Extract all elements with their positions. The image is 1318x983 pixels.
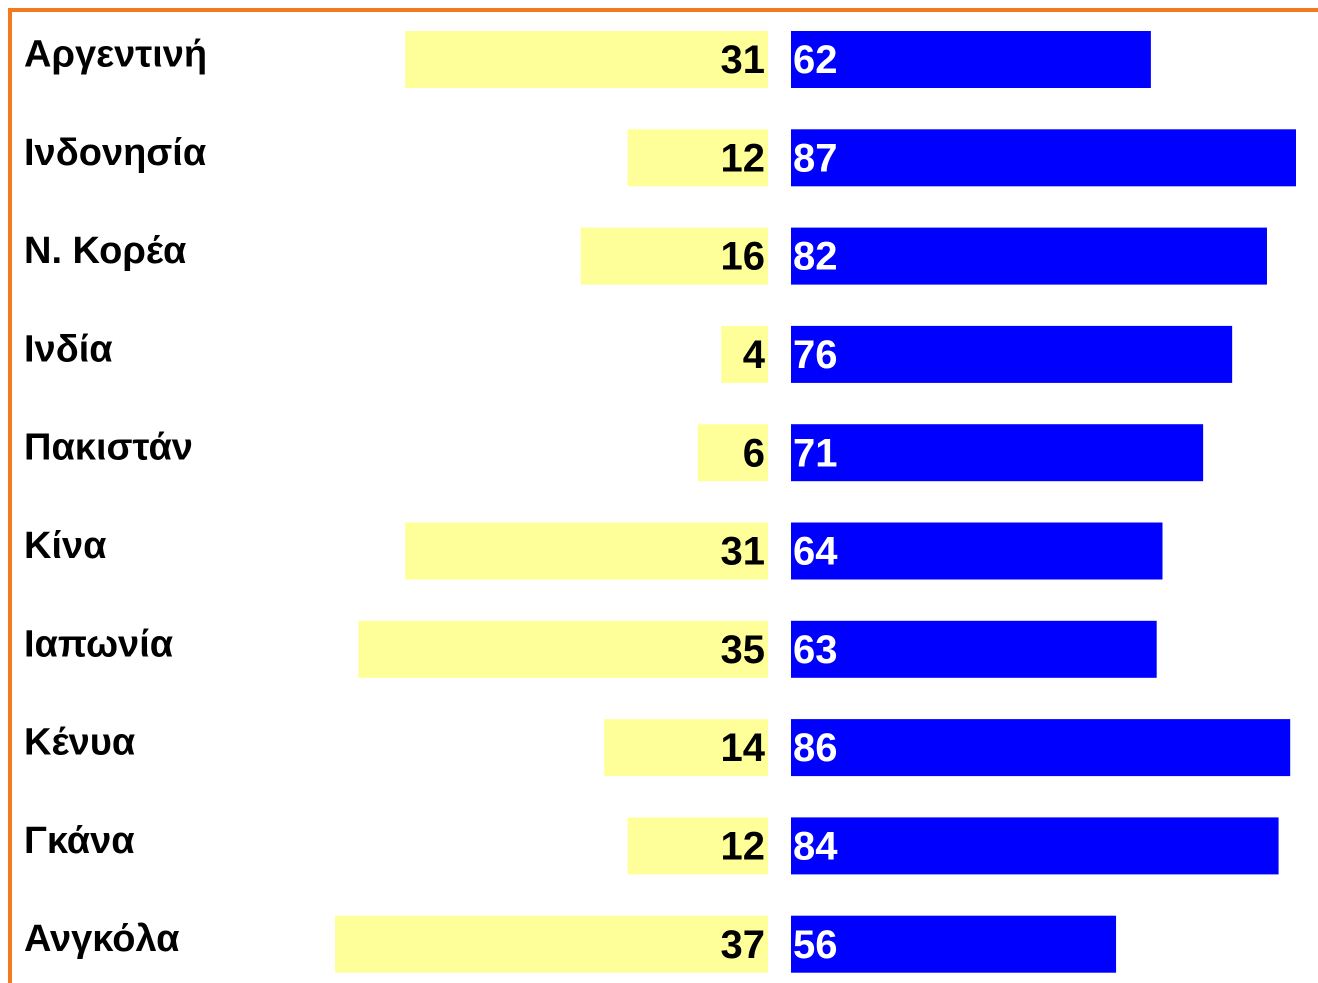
bar — [697, 424, 768, 482]
category-label: Ινδονησία — [24, 132, 206, 174]
bar — [791, 620, 1157, 678]
value-label: 86 — [793, 726, 838, 770]
value-label: 6 — [743, 431, 765, 475]
bar — [791, 719, 1291, 777]
value-label: 12 — [721, 136, 766, 180]
value-label: 87 — [793, 136, 838, 180]
value-label: 76 — [793, 333, 838, 377]
value-label: 56 — [793, 923, 838, 967]
bar — [791, 325, 1233, 383]
value-label: 84 — [793, 824, 838, 868]
value-label: 31 — [721, 530, 766, 574]
bar — [405, 522, 768, 580]
bar — [580, 227, 768, 285]
category-label: Κένυα — [24, 722, 135, 764]
bar — [791, 522, 1163, 580]
value-label: 14 — [721, 726, 766, 770]
category-label: Κίνα — [24, 525, 107, 567]
bar — [604, 719, 768, 777]
category-label: Γκάνα — [24, 820, 135, 862]
bar — [791, 129, 1296, 187]
value-label: 71 — [793, 431, 838, 475]
category-label: Ιαπωνία — [24, 623, 173, 665]
category-label: Ινδία — [24, 328, 113, 370]
bar — [721, 325, 768, 383]
bar — [791, 31, 1151, 88]
bar — [791, 227, 1267, 285]
category-label: Αργεντινή — [24, 34, 207, 76]
bar — [791, 424, 1204, 482]
value-label: 64 — [793, 530, 838, 574]
bar — [405, 31, 768, 88]
value-label: 31 — [721, 38, 766, 82]
category-label: Ν. Κορέα — [24, 230, 186, 272]
bar — [791, 915, 1117, 973]
value-label: 82 — [793, 235, 838, 279]
value-label: 4 — [743, 333, 766, 377]
category-label: Ανγκόλα — [24, 918, 179, 960]
bar — [627, 129, 768, 187]
bar — [335, 915, 768, 973]
value-label: 35 — [721, 628, 766, 672]
bar — [627, 817, 768, 875]
value-label: 63 — [793, 628, 838, 672]
bar — [358, 620, 768, 678]
value-label: 12 — [721, 824, 766, 868]
value-label: 16 — [721, 235, 766, 279]
value-label: 37 — [721, 923, 766, 967]
category-label: Πακιστάν — [24, 427, 193, 469]
bar — [791, 817, 1279, 875]
value-label: 62 — [793, 38, 838, 82]
